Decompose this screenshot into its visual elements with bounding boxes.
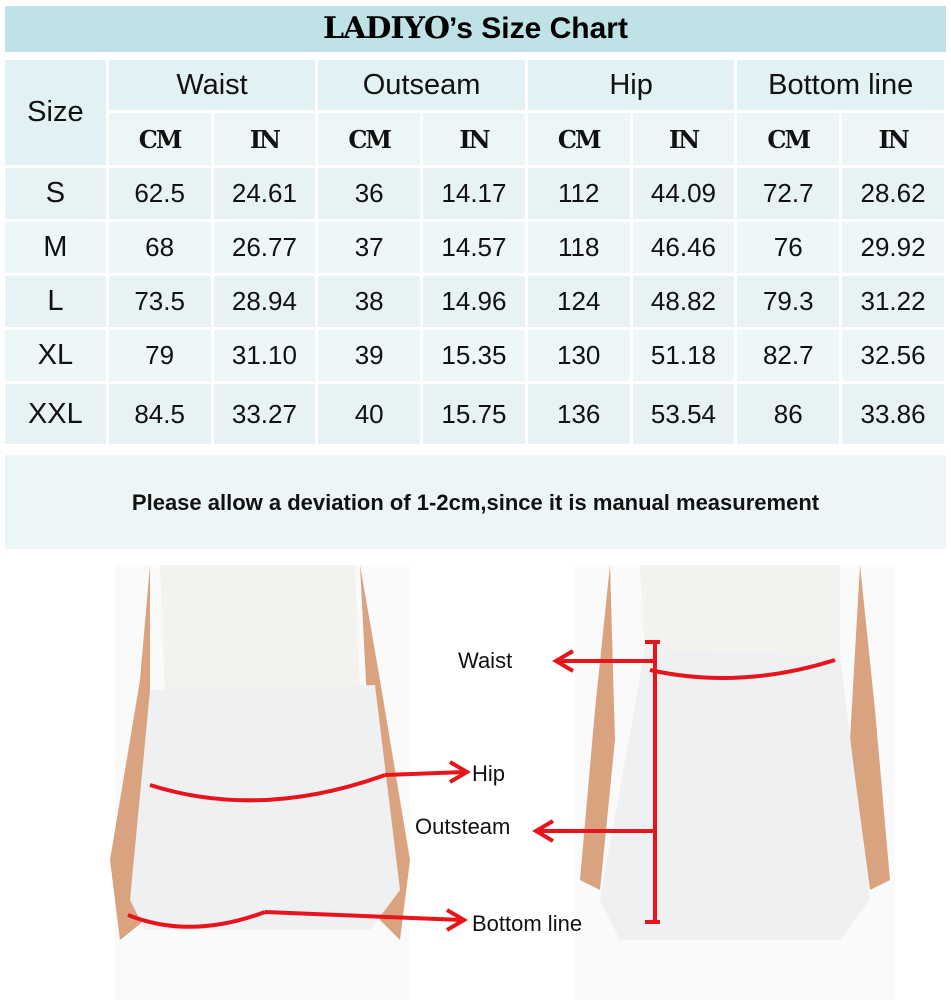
size-cell: S [5,168,106,219]
unit-header-cm: CM [527,113,630,165]
table-row: S 62.5 24.61 36 14.17 112 44.09 72.7 28.62 [5,168,944,219]
value-cell: 76 [737,222,840,273]
value-cell: 44.09 [632,168,735,219]
table-row: XL 79 31.10 39 15.35 130 51.18 82.7 32.56 [5,330,944,381]
value-cell: 48.82 [632,276,735,327]
value-cell: 38 [318,276,421,327]
hip-header: Hip [527,60,735,110]
table-row: L 73.5 28.94 38 14.96 124 48.82 79.3 31.22 [5,276,944,327]
bottom-line-label: Bottom line [472,911,583,936]
value-cell: 31.22 [842,276,944,327]
value-cell: 24.61 [213,168,316,219]
unit-header-in: IN [632,113,735,165]
brand-logo: LADIYO [323,11,450,46]
table-row: M 68 26.77 37 14.57 118 46.46 76 29.92 [5,222,944,273]
value-cell: 51.18 [632,330,735,381]
value-cell: 130 [527,330,630,381]
value-cell: 46.46 [632,222,735,273]
value-cell: 33.86 [842,384,944,444]
value-cell: 36 [318,168,421,219]
value-cell: 73.5 [108,276,211,327]
value-cell: 28.62 [842,168,944,219]
value-cell: 82.7 [737,330,840,381]
unit-header-cm: CM [108,113,211,165]
waist-label: Waist [458,648,513,673]
value-cell: 15.75 [423,384,525,444]
value-cell: 40 [318,384,421,444]
value-cell: 86 [737,384,840,444]
value-cell: 32.56 [842,330,944,381]
value-cell: 29.92 [842,222,944,273]
shorts-photos [110,565,895,1000]
unit-header-in: IN [213,113,316,165]
unit-header-in: IN [842,113,944,165]
size-table: Size Waist Outseam Hip Bottom line CM IN C… [2,57,947,447]
value-cell: 15.35 [423,330,525,381]
value-cell: 28.94 [213,276,316,327]
value-cell: 72.7 [737,168,840,219]
outseam-header: Outseam [318,60,525,110]
value-cell: 14.96 [423,276,525,327]
size-cell: XXL [5,384,106,444]
value-cell: 84.5 [108,384,211,444]
outseam-label: Outsteam [415,814,511,839]
chart-title: LADIYO’s Size Chart [5,6,946,52]
value-cell: 26.77 [213,222,316,273]
size-header: Size [5,60,106,165]
unit-header-cm: CM [737,113,840,165]
value-cell: 33.27 [213,384,316,444]
value-cell: 31.10 [213,330,316,381]
measurement-diagram: Waist Hip Outsteam Bottom line [0,560,951,1000]
value-cell: 136 [527,384,630,444]
value-cell: 62.5 [108,168,211,219]
value-cell: 14.57 [423,222,525,273]
bottom-line-header: Bottom line [737,60,944,110]
hip-label: Hip [472,761,506,786]
table-row: XXL 84.5 33.27 40 15.75 136 53.54 86 33.86 [5,384,944,444]
value-cell: 79.3 [737,276,840,327]
deviation-note: Please allow a deviation of 1-2cm,since … [5,455,946,549]
value-cell: 14.17 [423,168,525,219]
value-cell: 124 [527,276,630,327]
value-cell: 39 [318,330,421,381]
value-cell: 37 [318,222,421,273]
size-cell: M [5,222,106,273]
size-cell: XL [5,330,106,381]
value-cell: 112 [527,168,630,219]
waist-header: Waist [108,60,316,110]
value-cell: 53.54 [632,384,735,444]
size-cell: L [5,276,106,327]
unit-header-in: IN [423,113,525,165]
value-cell: 68 [108,222,211,273]
front-view-photo [532,565,895,1000]
value-cell: 118 [527,222,630,273]
title-text: ’s Size Chart [449,12,628,45]
unit-header-cm: CM [318,113,421,165]
value-cell: 79 [108,330,211,381]
back-view-photo [110,565,471,1000]
